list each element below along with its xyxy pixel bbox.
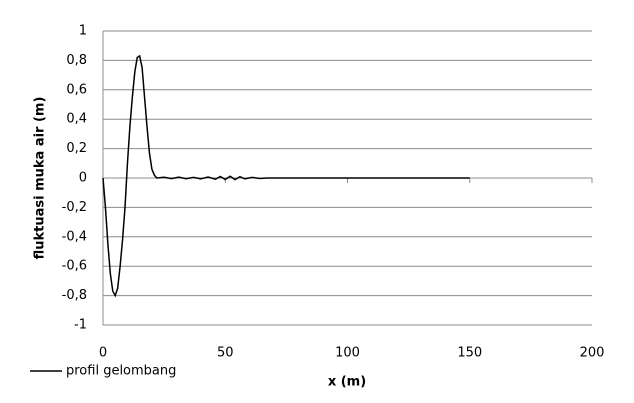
y-axis-label: fluktuasi muka air (m) xyxy=(33,97,48,260)
data-line xyxy=(102,54,470,298)
y-tick-label: 0 xyxy=(79,171,87,186)
x-axis-label: x (m) xyxy=(328,375,366,390)
x-tick-label: 50 xyxy=(217,346,234,361)
x-tick-label: 0 xyxy=(99,346,107,361)
y-tick-label: 0,6 xyxy=(66,82,87,97)
x-tick-label: 150 xyxy=(457,346,482,361)
y-tick-label: -1 xyxy=(74,318,87,333)
legend-label: profil gelombang xyxy=(66,364,176,379)
x-tick-label: 100 xyxy=(335,346,360,361)
y-tick-label: -0,6 xyxy=(62,259,87,274)
y-tick-label: 0,8 xyxy=(66,53,87,68)
x-tick-label: 200 xyxy=(580,346,605,361)
y-tick-label: -0,2 xyxy=(62,200,87,215)
y-tick-label: 0,2 xyxy=(66,141,87,156)
y-tick-label: 0,4 xyxy=(66,112,87,127)
y-tick-label: 1 xyxy=(79,24,87,39)
y-tick-label: -0,8 xyxy=(62,288,87,303)
y-tick-label: -0,4 xyxy=(62,229,87,244)
